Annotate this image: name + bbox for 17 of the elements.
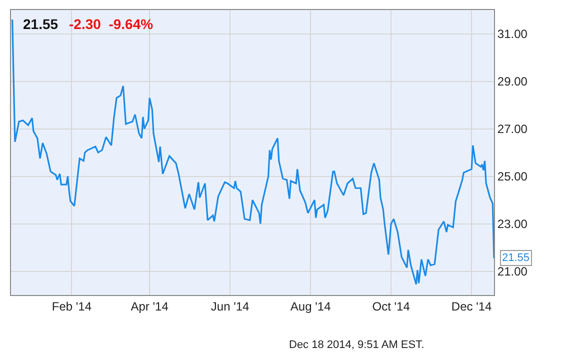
x-tick-label: Dec '14 [451,299,492,314]
y-tick-label: 25.00 [497,169,528,184]
text: Dec 18 2014, 9:51 AM EST. [289,339,424,351]
x-tick-label: Aug '14 [290,299,332,314]
annotation: 21.55 [502,252,530,264]
y-tick-label: 27.00 [497,122,528,136]
line-series [12,18,494,286]
y-tick-label: 23.00 [497,216,528,231]
x-tick-label: Apr '14 [130,299,169,314]
y-tick-label: 21.00 [497,264,528,278]
y-tick-label: 29.00 [497,74,528,88]
chart-title: 21.55 [23,16,58,32]
x-tick-label: Jun '14 [210,299,250,314]
chart-subtitle: -2.30 -9.64% [69,16,154,32]
x-tick-label: Feb '14 [52,299,92,314]
x-tick-label: Oct '14 [372,299,410,314]
y-tick-label: 31.00 [497,26,528,41]
